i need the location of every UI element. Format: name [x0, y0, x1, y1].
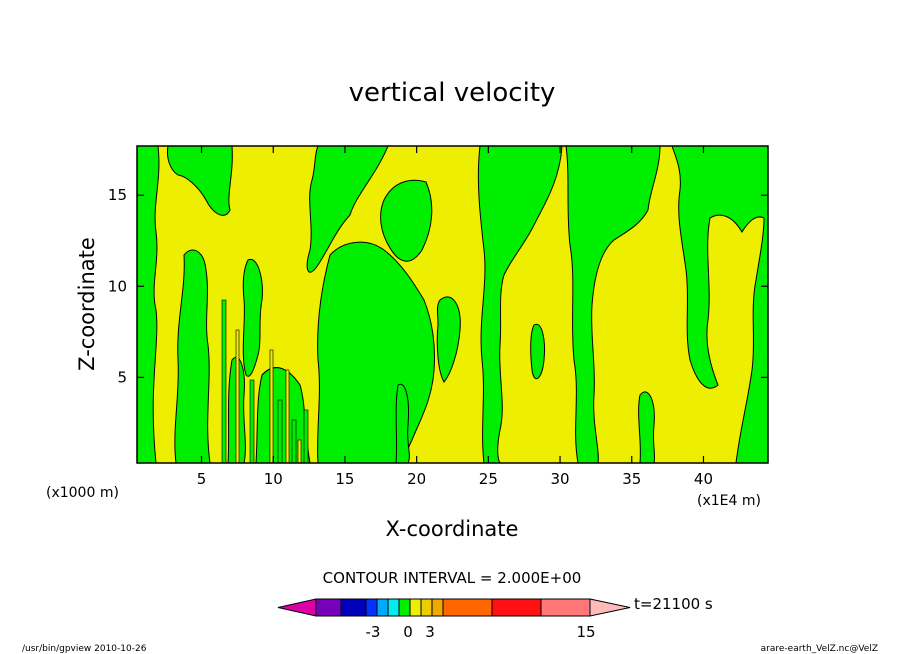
colorbar-cell: [409, 598, 422, 617]
x-units-right: (x1E4 m): [697, 493, 761, 509]
contour-region: [530, 323, 545, 380]
colorbar-tick-label: -3: [366, 623, 381, 641]
contour-region: [436, 296, 461, 383]
contour-strip: [285, 369, 290, 463]
colorbar-tick-label: 0: [403, 623, 413, 641]
contour-strip: [269, 349, 274, 463]
contour-interval-label: CONTOUR INTERVAL = 2.000E+00: [323, 569, 582, 587]
contour-strip: [277, 399, 283, 463]
colorbar: -3 0 3 15: [277, 598, 631, 641]
y-axis: 5 10 15: [108, 186, 768, 386]
x-axis-label: X-coordinate: [386, 517, 519, 541]
colorbar-cell: [420, 598, 433, 617]
colorbar-cell: [442, 598, 493, 617]
contour-strip: [297, 439, 302, 463]
colorbar-cell: [398, 598, 411, 617]
footer-left: /usr/bin/gpview 2010-10-26: [22, 644, 147, 654]
chart-title: vertical velocity: [349, 78, 556, 108]
colorbar-cell: [387, 598, 400, 617]
x-tick-label: 10: [264, 470, 283, 488]
colorbar-cell: [340, 598, 367, 617]
x-tick-label: 25: [479, 470, 498, 488]
contour-strip: [291, 419, 297, 463]
x-tick-label: 35: [622, 470, 641, 488]
colorbar-tick-label: 3: [425, 623, 435, 641]
plot-frame: [136, 145, 769, 464]
y-tick-label: 10: [108, 277, 127, 295]
y-tick-label: 15: [108, 186, 127, 204]
footer-right: arare-earth_VelZ.nc@VelZ: [761, 644, 878, 654]
x-axis: 5 10 15 20 25 30 35 40: [197, 146, 713, 488]
colorbar-cell: [315, 598, 342, 617]
colorbar-cell: [376, 598, 389, 617]
x-units-left: (x1000 m): [46, 485, 119, 501]
x-tick-label: 30: [551, 470, 570, 488]
contour-strip: [235, 329, 240, 463]
contour-region: [306, 146, 389, 273]
colorbar-cell: [491, 598, 542, 617]
positive-velocity-regions: [137, 146, 768, 463]
x-tick-label: 5: [197, 470, 207, 488]
y-tick-label: 5: [117, 368, 127, 386]
plot-area: [137, 146, 768, 463]
colorbar-cell: [540, 598, 591, 617]
time-label: t=21100 s: [634, 595, 713, 613]
contour-region: [242, 258, 263, 377]
contour-strip: [303, 409, 309, 463]
contour-region: [167, 146, 233, 216]
contour-region: [395, 383, 410, 463]
x-tick-label: 20: [407, 470, 426, 488]
x-tick-label: 15: [335, 470, 354, 488]
plot-marks: [221, 299, 309, 463]
colorbar-cell: [589, 598, 631, 617]
colorbar-tick-label: 15: [576, 623, 595, 641]
contour-region: [671, 146, 768, 463]
contour-region: [137, 146, 160, 463]
y-axis-label: Z-coordinate: [75, 237, 99, 371]
contour-strip: [221, 299, 227, 463]
contour-region: [565, 146, 661, 463]
contour-region: [380, 179, 433, 262]
colorbar-cell: [431, 598, 444, 617]
contour-region: [638, 391, 656, 463]
colorbar-cell: [277, 598, 317, 617]
x-tick-label: 40: [694, 470, 713, 488]
contour-region: [174, 249, 211, 463]
contour-strip: [249, 379, 255, 463]
colorbar-cell: [365, 598, 378, 617]
contour-region: [477, 146, 563, 463]
